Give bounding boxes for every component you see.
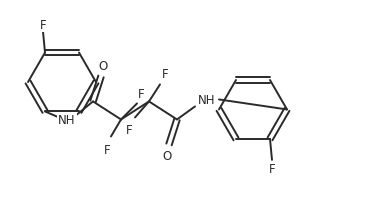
Text: O: O [162, 149, 172, 162]
Text: NH: NH [198, 93, 216, 106]
Text: F: F [104, 143, 110, 156]
Text: F: F [162, 68, 168, 81]
Text: F: F [269, 163, 275, 176]
Text: NH: NH [58, 113, 76, 126]
Text: F: F [40, 19, 46, 32]
Text: F: F [126, 123, 132, 136]
Text: O: O [98, 60, 108, 73]
Text: F: F [138, 88, 144, 100]
